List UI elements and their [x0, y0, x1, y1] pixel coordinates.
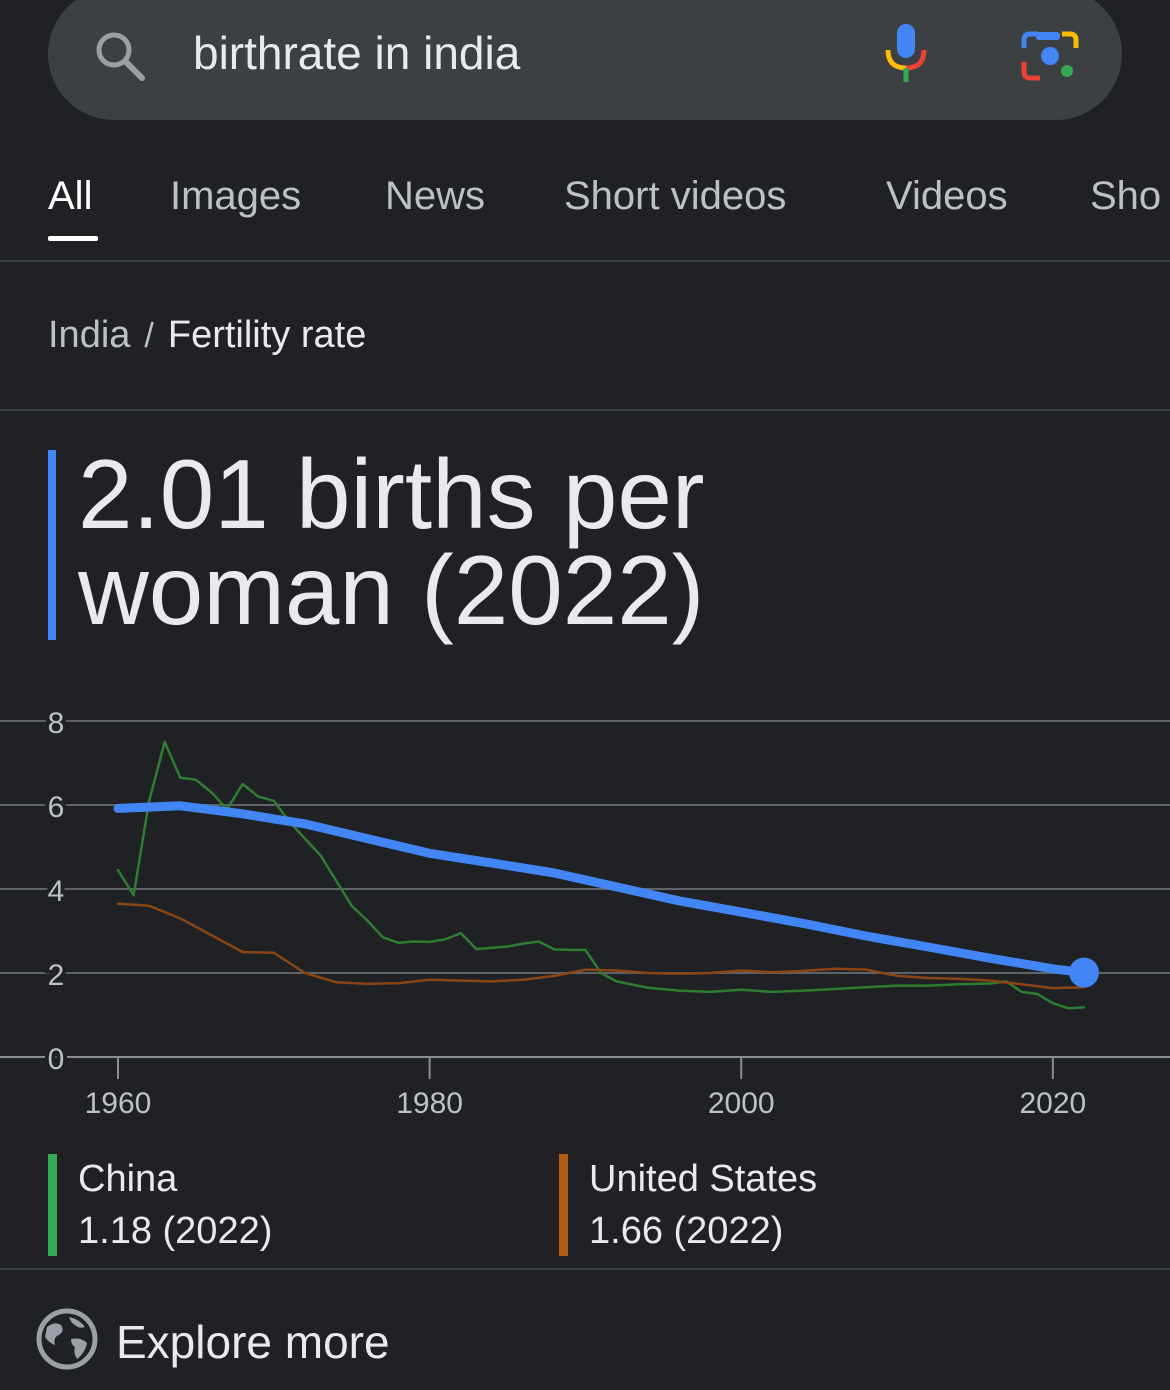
- tab-short-videos[interactable]: Short videos: [564, 174, 787, 218]
- breadcrumb-country[interactable]: India: [48, 314, 131, 356]
- breadcrumb-topic: Fertility rate: [167, 314, 367, 356]
- search-tabs: All Images News Short videos Videos Sho: [0, 170, 1170, 260]
- answer-value: 2.01 births per woman (2022): [78, 439, 1128, 645]
- tab-news[interactable]: News: [385, 174, 486, 218]
- search-input[interactable]: birthrate in india: [193, 27, 521, 79]
- series-line-united-states: [116, 902, 1086, 990]
- y-tick-label-8: 8: [48, 707, 65, 740]
- legend-us-name: United States: [589, 1158, 818, 1200]
- tabs-divider: [0, 260, 1170, 262]
- globe-icon[interactable]: [35, 1307, 99, 1371]
- active-tab-indicator: [48, 236, 98, 241]
- tab-videos[interactable]: Videos: [886, 174, 1008, 218]
- y-tick-label-6: 6: [48, 791, 65, 824]
- y-tick-label-2: 2: [48, 959, 65, 992]
- y-tick-label-4: 4: [48, 875, 65, 908]
- legend-us-value: 1.66 (2022): [589, 1210, 784, 1252]
- fertility-rate-chart[interactable]: 0 2 4 6 8 1960 1980 2000 2020: [0, 700, 1170, 1130]
- microphone-icon[interactable]: [880, 22, 932, 86]
- x-tick-label-2020: 2020: [1019, 1087, 1086, 1120]
- explore-more-link[interactable]: Explore more: [116, 1316, 390, 1368]
- answer-line-1: 2.01 births per: [78, 439, 705, 549]
- search-icon[interactable]: [92, 28, 148, 84]
- tab-images[interactable]: Images: [170, 174, 302, 218]
- tab-all[interactable]: All: [48, 174, 93, 218]
- breadcrumb-divider: [0, 409, 1170, 411]
- x-tick-label-1980: 1980: [396, 1087, 463, 1120]
- breadcrumb-separator: /: [144, 317, 154, 355]
- x-tick-label-2000: 2000: [708, 1087, 775, 1120]
- legend-divider: [0, 1268, 1170, 1270]
- camera-lens-icon[interactable]: [1020, 28, 1080, 84]
- china-legend-swatch: [48, 1154, 57, 1256]
- search-bar[interactable]: [48, 0, 1122, 120]
- tab-shopping[interactable]: Sho: [1090, 174, 1162, 218]
- y-tick-label-0: 0: [48, 1043, 65, 1076]
- x-tick-label-1960: 1960: [85, 1087, 152, 1120]
- legend-china-name: China: [78, 1158, 178, 1200]
- series-line-china: [116, 740, 1086, 1010]
- answer-accent-bar: [48, 450, 56, 640]
- answer-line-2: woman (2022): [78, 535, 705, 645]
- us-legend-swatch: [559, 1154, 568, 1256]
- india-latest-point: [1069, 957, 1099, 988]
- legend-china-value: 1.18 (2022): [78, 1210, 273, 1252]
- series-line-india: [113, 801, 1089, 978]
- breadcrumb: India / Fertility rate: [48, 314, 366, 357]
